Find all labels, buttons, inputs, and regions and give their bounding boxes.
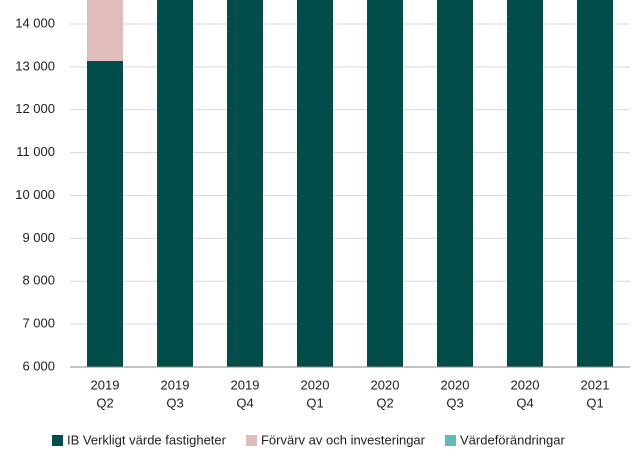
y-tick-label: 13 000 [15,58,55,73]
x-tick-label: Q1 [586,395,603,410]
legend-label: Värdeförändringar [460,432,565,447]
x-tick-label: Q3 [446,395,463,410]
x-tick-label: 2020 [511,377,540,392]
y-tick-label: 9 000 [22,230,55,245]
x-tick-label: Q4 [516,395,533,410]
bar-segment [87,0,123,61]
x-tick-label: 2019 [91,377,120,392]
x-tick-label: Q1 [306,395,323,410]
legend-label: Förvärv av och investeringar [261,432,426,447]
bar-segment [227,0,263,367]
y-tick-label: 12 000 [15,101,55,116]
y-tick-label: 10 000 [15,187,55,202]
x-tick-label: Q2 [96,395,113,410]
x-tick-label: Q4 [236,395,253,410]
bar-segment [437,0,473,367]
x-tick-label: 2020 [441,377,470,392]
x-tick-label: 2021 [581,377,610,392]
bar-segment [577,0,613,368]
x-tick-label: 2020 [371,377,400,392]
y-tick-label: 7 000 [22,316,55,331]
legend-swatch [445,435,456,446]
x-tick-label: Q3 [166,395,183,410]
bar-segment [507,0,543,368]
bar-segment [157,0,193,367]
y-tick-label: 8 000 [22,273,55,288]
x-tick-label: 2020 [301,377,330,392]
y-tick-label: 14 000 [15,15,55,30]
x-tick-label: 2019 [231,377,260,392]
legend-label: IB Verkligt värde fastigheter [67,432,227,447]
bar-segment [87,60,123,368]
bar-segment [367,0,403,367]
x-tick-label: 2019 [161,377,190,392]
y-tick-label: 11 000 [16,144,55,159]
legend-swatch [52,435,63,446]
y-tick-label: 6 000 [22,358,55,373]
legend-swatch [245,435,257,446]
bar-segment [297,0,333,368]
x-tick-label: Q2 [376,395,393,410]
